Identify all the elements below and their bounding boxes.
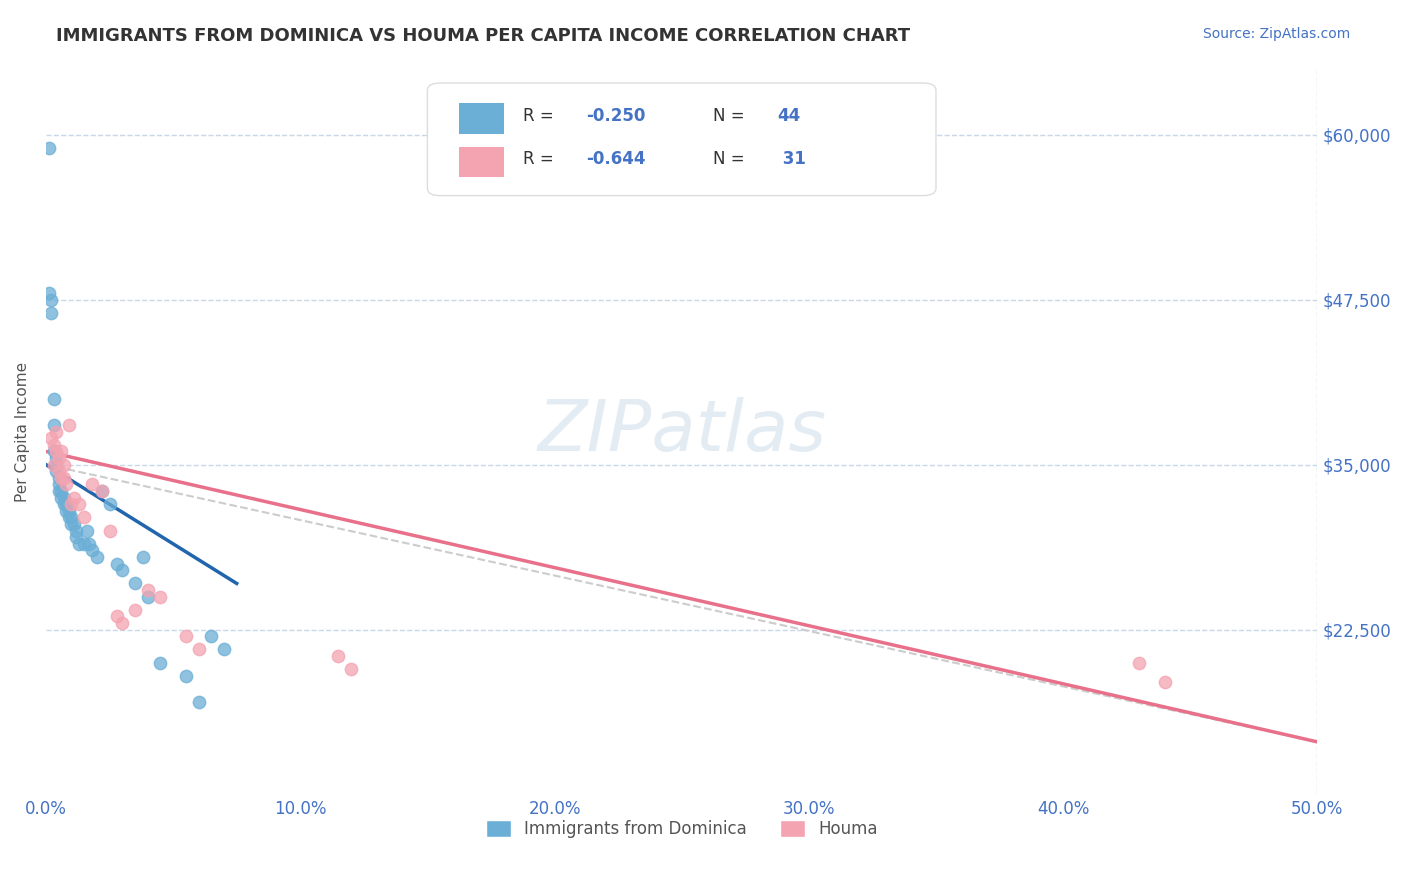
Text: R =: R = — [523, 107, 558, 125]
Point — [111, 616, 134, 631]
Point — [187, 642, 209, 657]
Text: ZIPatlas: ZIPatlas — [537, 397, 827, 467]
Point — [136, 582, 159, 597]
Point — [124, 576, 146, 591]
Point — [63, 516, 86, 531]
FancyBboxPatch shape — [460, 103, 503, 134]
Point — [340, 662, 363, 676]
Point — [39, 306, 62, 320]
Point — [42, 458, 65, 472]
Point — [67, 497, 90, 511]
Point — [42, 444, 65, 458]
Point — [77, 537, 100, 551]
Point — [38, 285, 60, 300]
Point — [187, 695, 209, 709]
Point — [45, 425, 67, 439]
Point — [39, 431, 62, 445]
Point — [42, 392, 65, 406]
Point — [55, 504, 77, 518]
Point — [38, 141, 60, 155]
Point — [58, 417, 80, 432]
Point — [200, 629, 222, 643]
Point — [1153, 675, 1175, 690]
Point — [105, 609, 128, 624]
Point — [174, 629, 197, 643]
Point — [149, 656, 172, 670]
Point — [60, 510, 83, 524]
Legend: Immigrants from Dominica, Houma: Immigrants from Dominica, Houma — [479, 813, 884, 845]
Text: N =: N = — [713, 107, 751, 125]
FancyBboxPatch shape — [427, 83, 936, 195]
Point — [86, 549, 108, 564]
Point — [58, 510, 80, 524]
Point — [55, 477, 77, 491]
Point — [60, 516, 83, 531]
Text: -0.250: -0.250 — [586, 107, 645, 125]
Point — [39, 293, 62, 307]
Point — [65, 530, 87, 544]
Point — [58, 504, 80, 518]
Point — [52, 491, 75, 505]
Point — [52, 471, 75, 485]
Text: R =: R = — [523, 150, 558, 169]
Point — [73, 537, 96, 551]
Point — [60, 497, 83, 511]
Point — [42, 417, 65, 432]
FancyBboxPatch shape — [460, 147, 503, 178]
Point — [1128, 656, 1150, 670]
Point — [51, 471, 73, 485]
Text: -0.644: -0.644 — [586, 150, 645, 169]
Point — [80, 543, 103, 558]
Point — [90, 483, 112, 498]
Point — [136, 590, 159, 604]
Point — [131, 549, 153, 564]
Point — [149, 590, 172, 604]
Point — [67, 537, 90, 551]
Point — [105, 557, 128, 571]
Point — [98, 497, 121, 511]
Point — [174, 669, 197, 683]
Point — [48, 471, 70, 485]
Point — [45, 458, 67, 472]
Text: IMMIGRANTS FROM DOMINICA VS HOUMA PER CAPITA INCOME CORRELATION CHART: IMMIGRANTS FROM DOMINICA VS HOUMA PER CA… — [56, 27, 910, 45]
Point — [42, 438, 65, 452]
Point — [65, 524, 87, 538]
Point — [73, 510, 96, 524]
Text: N =: N = — [713, 150, 751, 169]
Point — [45, 464, 67, 478]
Point — [48, 477, 70, 491]
Point — [51, 444, 73, 458]
Text: 31: 31 — [778, 150, 806, 169]
Point — [51, 483, 73, 498]
Text: 44: 44 — [778, 107, 800, 125]
Point — [90, 483, 112, 498]
Point — [48, 483, 70, 498]
Point — [52, 458, 75, 472]
Point — [55, 497, 77, 511]
Point — [328, 649, 350, 664]
Point — [45, 450, 67, 465]
Point — [51, 491, 73, 505]
Point — [63, 491, 86, 505]
Point — [124, 603, 146, 617]
Point — [98, 524, 121, 538]
Point — [80, 477, 103, 491]
Point — [48, 464, 70, 478]
Point — [212, 642, 235, 657]
Point — [45, 444, 67, 458]
Y-axis label: Per Capita Income: Per Capita Income — [15, 361, 30, 501]
Point — [52, 497, 75, 511]
Point — [48, 450, 70, 465]
Point — [111, 563, 134, 577]
Point — [76, 524, 98, 538]
Text: Source: ZipAtlas.com: Source: ZipAtlas.com — [1202, 27, 1350, 41]
